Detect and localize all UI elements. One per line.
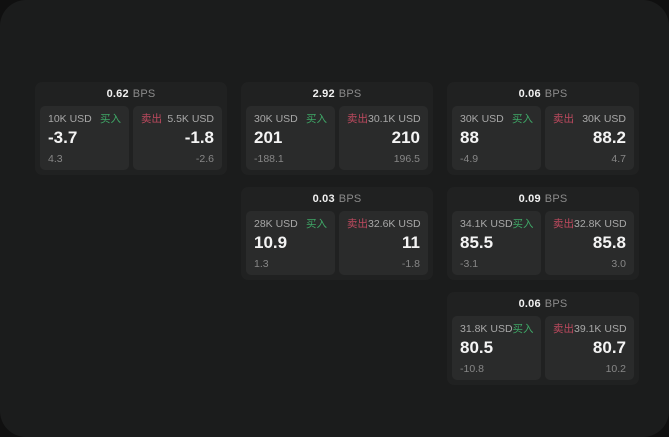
bps-value: 0.09 [518, 193, 541, 205]
buy-sub-value: -3.1 [460, 258, 479, 270]
quote-panels: 30K USD 买入 88 -4.9 卖出 30K USD 88.2 4.7 [452, 106, 634, 170]
quote-panels: 28K USD 买入 10.9 1.3 卖出 32.6K USD 11 -1.8 [246, 211, 428, 275]
quote-card: 0.06 BPS 30K USD 买入 88 -4.9 卖出 [447, 82, 639, 175]
buy-size: 30K USD [254, 113, 298, 125]
sell-panel[interactable]: 卖出 39.1K USD 80.7 10.2 [545, 316, 634, 380]
sell-size: 39.1K USD [574, 323, 627, 335]
bps-value: 0.06 [518, 88, 541, 100]
buy-sub-value: -10.8 [460, 363, 484, 375]
bps-header: 0.09 BPS [452, 187, 634, 211]
sell-side-label: 卖出 [553, 218, 574, 230]
buy-sub-value: -188.1 [254, 153, 284, 165]
quote-panels: 34.1K USD 买入 85.5 -3.1 卖出 32.8K USD 85.8… [452, 211, 634, 275]
bps-header: 0.62 BPS [40, 82, 222, 106]
sell-sub-value: -1.8 [401, 258, 420, 270]
sell-side-label: 卖出 [553, 113, 574, 125]
quote-card-grid: 0.62 BPS 10K USD 买入 -3.7 4.3 卖出 [35, 82, 639, 385]
buy-price: 10.9 [254, 233, 288, 252]
sell-price: 210 [391, 128, 420, 147]
sell-panel[interactable]: 卖出 32.6K USD 11 -1.8 [339, 211, 428, 275]
sell-price: 85.8 [592, 233, 626, 252]
bps-header: 2.92 BPS [246, 82, 428, 106]
buy-panel[interactable]: 30K USD 买入 88 -4.9 [452, 106, 541, 170]
sell-panel[interactable]: 卖出 32.8K USD 85.8 3.0 [545, 211, 634, 275]
sell-sub-value: -2.6 [195, 153, 214, 165]
sell-price: -1.8 [184, 128, 214, 147]
buy-size: 34.1K USD [460, 218, 513, 230]
buy-size: 28K USD [254, 218, 298, 230]
bps-value: 2.92 [312, 88, 335, 100]
sell-sub-value: 196.5 [393, 153, 420, 165]
bps-value: 0.62 [106, 88, 129, 100]
sell-price: 88.2 [592, 128, 626, 147]
sell-sub-value: 4.7 [611, 153, 626, 165]
bps-unit-label: BPS [544, 88, 568, 100]
sell-price: 80.7 [592, 338, 626, 357]
buy-price: -3.7 [48, 128, 78, 147]
buy-panel[interactable]: 28K USD 买入 10.9 1.3 [246, 211, 335, 275]
sell-size: 32.8K USD [574, 218, 627, 230]
buy-panel[interactable]: 10K USD 买入 -3.7 4.3 [40, 106, 129, 170]
buy-side-label: 买入 [306, 218, 327, 230]
quote-card: 0.09 BPS 34.1K USD 买入 85.5 -3.1 卖出 [447, 187, 639, 280]
quote-panels: 10K USD 买入 -3.7 4.3 卖出 5.5K USD -1.8 -2.… [40, 106, 222, 170]
bps-unit-label: BPS [544, 193, 568, 205]
sell-side-label: 卖出 [347, 113, 368, 125]
bps-value: 0.06 [518, 298, 541, 310]
sell-panel[interactable]: 卖出 5.5K USD -1.8 -2.6 [133, 106, 222, 170]
buy-size: 30K USD [460, 113, 504, 125]
sell-size: 32.6K USD [368, 218, 421, 230]
quote-card: 0.06 BPS 31.8K USD 买入 80.5 -10.8 卖 [447, 292, 639, 385]
buy-panel[interactable]: 31.8K USD 买入 80.5 -10.8 [452, 316, 541, 380]
sell-size: 30K USD [582, 113, 626, 125]
buy-price: 88 [460, 128, 479, 147]
bps-value: 0.03 [312, 193, 335, 205]
sell-price: 11 [402, 233, 420, 252]
sell-size: 5.5K USD [167, 113, 214, 125]
bps-unit-label: BPS [338, 193, 362, 205]
bps-unit-label: BPS [132, 88, 156, 100]
bps-unit-label: BPS [544, 298, 568, 310]
buy-side-label: 买入 [512, 323, 534, 335]
buy-size: 31.8K USD [460, 323, 513, 335]
buy-panel[interactable]: 34.1K USD 买入 85.5 -3.1 [452, 211, 541, 275]
buy-sub-value: -4.9 [460, 153, 479, 165]
bps-header: 0.06 BPS [452, 82, 634, 106]
buy-side-label: 买入 [512, 113, 533, 125]
buy-size: 10K USD [48, 113, 92, 125]
sell-side-label: 卖出 [347, 218, 368, 230]
buy-side-label: 买入 [100, 113, 121, 125]
sell-sub-value: 10.2 [605, 363, 626, 375]
sell-panel[interactable]: 卖出 30K USD 88.2 4.7 [545, 106, 634, 170]
quote-card: 0.03 BPS 28K USD 买入 10.9 1.3 卖出 [241, 187, 433, 280]
sell-side-label: 卖出 [553, 323, 574, 335]
sell-panel[interactable]: 卖出 30.1K USD 210 196.5 [339, 106, 428, 170]
sell-sub-value: 3.0 [611, 258, 626, 270]
buy-price: 201 [254, 128, 283, 147]
sell-side-label: 卖出 [141, 113, 162, 125]
buy-sub-value: 1.3 [254, 258, 269, 270]
buy-side-label: 买入 [512, 218, 534, 230]
bps-header: 0.03 BPS [246, 187, 428, 211]
buy-sub-value: 4.3 [48, 153, 63, 165]
bps-header: 0.06 BPS [452, 292, 634, 316]
buy-panel[interactable]: 30K USD 买入 201 -188.1 [246, 106, 335, 170]
buy-price: 85.5 [460, 233, 494, 252]
buy-side-label: 买入 [306, 113, 327, 125]
bps-unit-label: BPS [338, 88, 362, 100]
quote-card: 0.62 BPS 10K USD 买入 -3.7 4.3 卖出 [35, 82, 227, 175]
quote-panels: 30K USD 买入 201 -188.1 卖出 30.1K USD 210 1… [246, 106, 428, 170]
quote-card: 2.92 BPS 30K USD 买入 201 -188.1 卖出 [241, 82, 433, 175]
sell-size: 30.1K USD [368, 113, 421, 125]
buy-price: 80.5 [460, 338, 494, 357]
quote-panels: 31.8K USD 买入 80.5 -10.8 卖出 39.1K USD 80.… [452, 316, 634, 380]
